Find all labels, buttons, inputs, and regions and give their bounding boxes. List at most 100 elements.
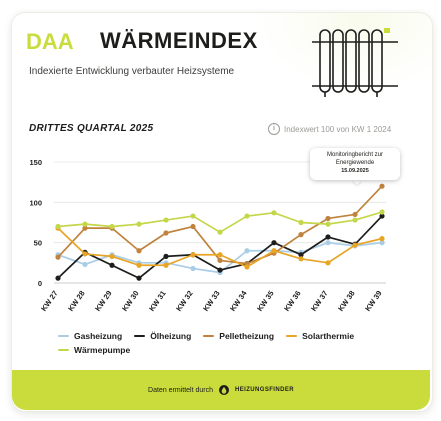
data-point	[379, 183, 385, 189]
legend-swatch	[203, 335, 215, 337]
data-point	[82, 221, 88, 227]
data-point	[190, 252, 196, 258]
heizungsfinder-logo-icon[interactable]	[219, 385, 230, 395]
data-point	[298, 256, 304, 262]
data-point	[352, 242, 358, 248]
data-point	[217, 252, 223, 258]
section-title: DRITTES QUARTAL 2025	[29, 123, 154, 134]
x-tick-label: KW 30	[120, 289, 141, 313]
data-point	[379, 236, 385, 242]
data-point	[163, 217, 169, 223]
data-point	[55, 275, 61, 281]
series-line	[57, 185, 383, 265]
radiator-icon	[312, 28, 398, 97]
legend-label: Gasheizung	[74, 331, 123, 341]
y-tick-label: 0	[38, 279, 42, 288]
data-point	[325, 234, 331, 240]
x-tick-label: KW 39	[363, 289, 384, 313]
legend-label: Solarthermie	[302, 331, 355, 341]
data-point	[298, 252, 304, 258]
chart-tooltip: Monitoringbericht zur Energiewende 15.09…	[310, 148, 400, 180]
data-point	[244, 213, 250, 219]
data-point	[163, 262, 169, 268]
data-point	[271, 240, 277, 246]
data-point	[136, 275, 142, 281]
legend-item: Solarthermie	[286, 331, 354, 341]
data-point	[109, 223, 115, 230]
data-point	[298, 232, 304, 238]
data-point	[55, 254, 61, 260]
index-card	[11, 12, 433, 412]
data-point	[271, 248, 277, 254]
data-point	[352, 211, 358, 218]
data-point	[217, 229, 223, 235]
data-point	[379, 213, 385, 219]
data-point	[325, 215, 331, 222]
data-point	[163, 253, 169, 259]
y-tick-label: 150	[29, 158, 42, 167]
footer-brand[interactable]: HEIZUNGSFINDER	[235, 387, 294, 393]
info-icon[interactable]: i	[268, 123, 280, 135]
tooltip-date: 15.09.2025	[341, 168, 369, 174]
data-point	[298, 219, 304, 226]
x-tick-label: KW 32	[174, 289, 195, 313]
x-tick-label: KW 28	[66, 289, 87, 313]
y-tick-label: 100	[29, 198, 42, 207]
legend-swatch	[134, 335, 146, 337]
legend-label: Ölheizung	[150, 331, 192, 341]
x-tick-label: KW 29	[93, 289, 114, 313]
tooltip-line2: Energiewende	[335, 160, 375, 166]
data-point	[379, 209, 385, 215]
header-logo: DAA WÄRMEINDEX	[26, 28, 258, 53]
data-point	[379, 240, 385, 246]
data-point	[55, 223, 61, 230]
data-point	[190, 223, 196, 230]
legend-item: Gasheizung	[58, 331, 122, 341]
data-point	[82, 225, 88, 231]
data-point	[325, 260, 331, 266]
legend-swatch	[286, 335, 298, 337]
data-point	[244, 264, 250, 270]
data-point	[217, 257, 223, 264]
x-tick-label: KW 31	[147, 289, 168, 313]
data-point	[82, 261, 88, 268]
x-tick-label: KW 35	[255, 289, 276, 313]
index-note-text: Indexwert 100 von KW 1 2024	[284, 124, 392, 134]
legend-swatch	[58, 335, 69, 337]
legend-label: Pelletheizung	[219, 331, 275, 341]
page-title: WÄRMEINDEX	[100, 28, 258, 53]
data-point	[190, 213, 196, 219]
data-point	[325, 221, 331, 227]
legend-item: Pelletheizung	[203, 331, 274, 341]
logo-text: DAA	[26, 30, 74, 52]
data-point	[352, 217, 358, 223]
data-point	[136, 262, 142, 268]
x-tick-label: KW 38	[336, 289, 357, 313]
daa-logo-icon: DAA	[26, 30, 74, 52]
series-line	[57, 211, 383, 234]
footer-bar: Daten ermittelt durch HEIZUNGSFINDER	[12, 370, 430, 410]
tooltip-arrow	[352, 180, 362, 185]
data-point	[325, 240, 331, 246]
data-point	[190, 265, 196, 272]
x-tick-label: KW 34	[228, 288, 249, 313]
legend-item: Ölheizung	[134, 331, 191, 341]
index-note: i Indexwert 100 von KW 1 2024	[268, 123, 391, 135]
data-point	[109, 262, 115, 268]
footer-text: Daten ermittelt durch	[148, 386, 214, 394]
chart-legend: Gasheizung Ölheizung Pelletheizung Solarthe…	[58, 331, 398, 355]
data-point	[109, 253, 115, 259]
data-point	[271, 210, 277, 216]
x-tick-label: KW 33	[201, 289, 222, 313]
legend-label: Wärmepumpe	[74, 345, 131, 355]
tooltip-line1: Monitoringbericht zur	[326, 152, 384, 158]
data-point	[244, 248, 250, 254]
data-point	[136, 248, 142, 254]
x-tick-label: KW 37	[309, 289, 330, 313]
data-point	[217, 267, 223, 273]
y-tick-label: 50	[34, 239, 42, 248]
page-subtitle: Indexierte Entwicklung verbauter Heizsys…	[29, 66, 235, 77]
data-point	[163, 230, 169, 236]
data-point	[136, 221, 142, 227]
